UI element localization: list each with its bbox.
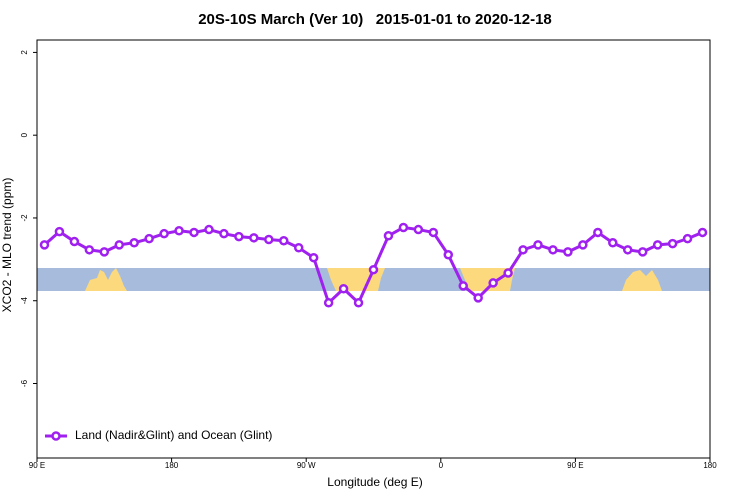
marker [129,238,139,248]
marker [398,222,409,233]
marker [667,238,678,249]
plot-frame [36,39,711,459]
marker [563,247,573,257]
x-tick-label: 90 E [29,461,45,470]
marker [338,283,349,294]
x-tick-label: 90 W [297,461,316,470]
marker [533,240,543,250]
marker [84,245,95,255]
chart-title: 20S-10S March (Ver 10) 2015-01-01 to 202… [198,11,552,28]
y-tick-label: -2 [20,214,29,222]
marker [593,227,603,238]
legend-label: Land (Nadir&Glint) and Ocean (Glint) [75,428,272,442]
marker [443,250,454,260]
land-ocean-strip [37,268,710,291]
y-tick-label: -4 [20,297,29,305]
marker [174,226,184,236]
marker [368,264,379,275]
y-tick-label: -6 [20,379,29,387]
y-axis-label: XCO2 - MLO trend (ppm) [0,178,14,313]
marker [413,224,424,235]
marker [264,234,274,245]
marker [279,235,289,246]
marker [353,298,364,308]
marker [69,236,80,247]
marker [682,233,693,244]
y-tick-label: 2 [20,50,29,55]
x-axis-label: Longitude (deg E) [327,475,422,489]
marker [293,243,304,253]
marker [473,293,483,303]
marker [458,281,468,291]
marker [234,231,244,242]
marker [652,240,663,250]
marker [219,228,229,239]
marker [159,228,169,239]
land-shape [85,268,127,291]
land-shape [460,268,515,291]
x-tick-label: 180 [165,461,179,470]
x-tick-label: 0 [439,461,444,470]
land-shape [622,270,662,291]
marker [99,247,110,257]
y-tick-label: 0 [20,132,29,137]
marker [622,245,633,255]
marker [503,268,513,278]
marker [637,247,648,257]
marker [114,240,125,250]
x-tick-label: 90 E [567,461,583,470]
marker [249,233,259,243]
marker [578,240,588,250]
marker [39,240,50,250]
x-tick-label: 180 [703,461,717,470]
marker [54,226,65,237]
marker [488,278,498,288]
marker [428,227,439,238]
marker [383,231,394,241]
marker [323,298,334,308]
marker [608,238,618,248]
marker [308,252,319,263]
marker [697,227,708,238]
legend-marker [51,431,61,441]
marker [518,245,528,255]
marker [204,224,214,235]
marker [189,227,199,238]
marker [144,233,154,244]
marker [548,245,558,255]
